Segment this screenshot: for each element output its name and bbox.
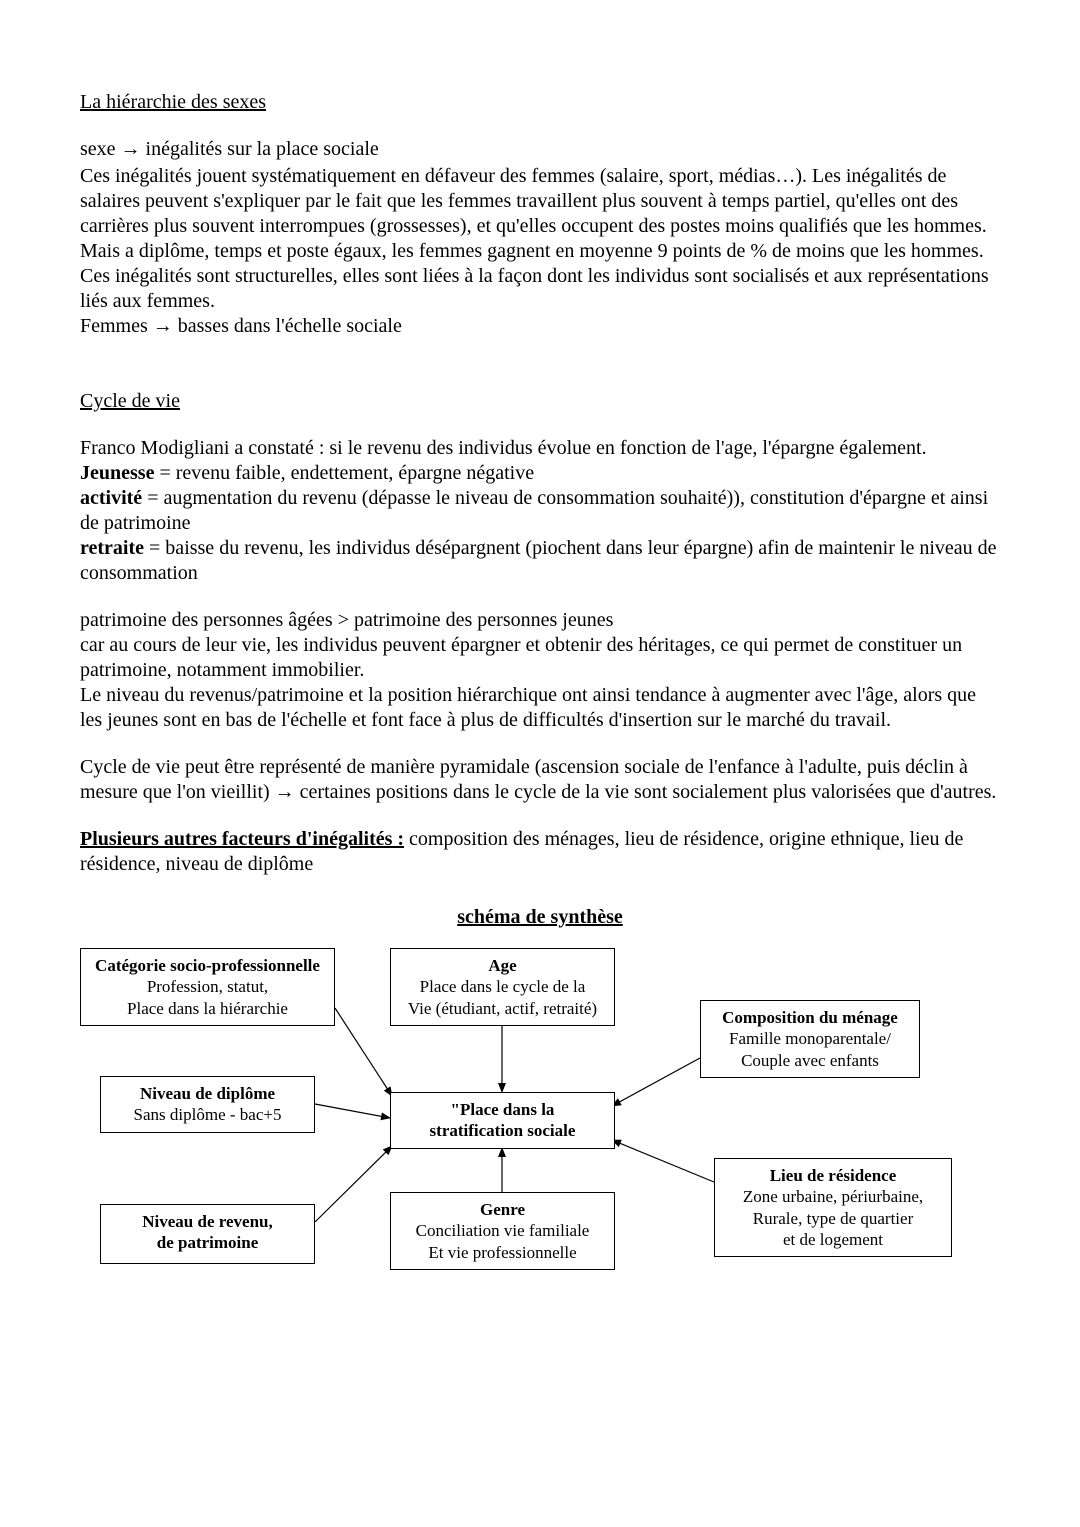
node-menage: Composition du ménageFamille monoparenta…	[700, 1000, 920, 1078]
node-lieu-title: Lieu de résidence	[723, 1165, 943, 1186]
section2-cycle: Cycle de vie peut être représenté de man…	[80, 755, 1000, 805]
node-centre-text: stratification sociale	[399, 1120, 606, 1141]
node-diplome: Niveau de diplômeSans diplôme - bac+5	[100, 1076, 315, 1133]
node-genre-title: Genre	[399, 1199, 606, 1220]
node-revenu: Niveau de revenu, de patrimoine	[100, 1204, 315, 1264]
node-csp-text: Profession, statut, Place dans la hiérar…	[89, 976, 326, 1019]
section1-line2: Femmes → basses dans l'échelle sociale	[80, 315, 402, 337]
section2-intro-text: Franco Modigliani a constaté : si le rev…	[80, 437, 927, 459]
edge-lieu	[612, 1140, 714, 1182]
section1-body-text2: Ces inégalités sont structurelles, elles…	[80, 265, 989, 312]
section1-title: La hiérarchie des sexes	[80, 90, 1000, 115]
node-centre-title: "Place dans la	[399, 1099, 606, 1120]
patrimoine-line2: car au cours de leur vie, les individus …	[80, 634, 962, 681]
section2-title: Cycle de vie	[80, 389, 1000, 414]
jeunesse-text: = revenu faible, endettement, épargne né…	[154, 462, 534, 484]
facteurs-label: Plusieurs autres facteurs d'inégalités :	[80, 828, 404, 850]
edge-revenu	[315, 1146, 392, 1222]
jeunesse-label: Jeunesse	[80, 462, 154, 484]
edge-menage	[612, 1058, 700, 1106]
node-menage-title: Composition du ménage	[709, 1007, 911, 1028]
section1-body-text: Ces inégalités jouent systématiquement e…	[80, 165, 987, 262]
node-lieu: Lieu de résidenceZone urbaine, périurbai…	[714, 1158, 952, 1257]
section1-line1: sexe → inégalités sur la place sociale	[80, 137, 1000, 162]
node-age: AgePlace dans le cycle de la Vie (étudia…	[390, 948, 615, 1026]
activite-label: activité	[80, 487, 142, 509]
edge-diplome	[315, 1104, 390, 1118]
patrimoine-line3: Le niveau du revenus/patrimoine et la po…	[80, 684, 976, 731]
node-diplome-title: Niveau de diplôme	[109, 1083, 306, 1104]
node-lieu-text: Zone urbaine, périurbaine, Rurale, type …	[723, 1186, 943, 1250]
node-revenu-title: Niveau de revenu, de patrimoine	[109, 1211, 306, 1254]
section2-patrimoine: patrimoine des personnes âgées > patrimo…	[80, 608, 1000, 733]
node-csp: Catégorie socio-professionnelleProfessio…	[80, 948, 335, 1026]
activite-text: = augmentation du revenu (dépasse le niv…	[80, 487, 988, 534]
retraite-label: retraite	[80, 537, 144, 559]
synthese-diagram: Catégorie socio-professionnelleProfessio…	[80, 948, 1000, 1308]
node-genre: GenreConciliation vie familiale Et vie p…	[390, 1192, 615, 1270]
node-csp-title: Catégorie socio-professionnelle	[89, 955, 326, 976]
node-genre-text: Conciliation vie familiale Et vie profes…	[399, 1220, 606, 1263]
retraite-text: = baisse du revenu, les individus désépa…	[80, 537, 997, 584]
node-menage-text: Famille monoparentale/ Couple avec enfan…	[709, 1028, 911, 1071]
patrimoine-line1: patrimoine des personnes âgées > patrimo…	[80, 609, 613, 631]
node-age-title: Age	[399, 955, 606, 976]
edge-csp	[335, 1008, 392, 1096]
section1-body: sexe → inégalités sur la place sociale C…	[80, 137, 1000, 339]
facteurs-para: Plusieurs autres facteurs d'inégalités :…	[80, 827, 1000, 877]
node-age-text: Place dans le cycle de la Vie (étudiant,…	[399, 976, 606, 1019]
node-centre: "Place dans lastratification sociale	[390, 1092, 615, 1149]
section2-intro: Franco Modigliani a constaté : si le rev…	[80, 436, 1000, 586]
schema-title: schéma de synthèse	[80, 905, 1000, 930]
node-diplome-text: Sans diplôme - bac+5	[109, 1104, 306, 1125]
